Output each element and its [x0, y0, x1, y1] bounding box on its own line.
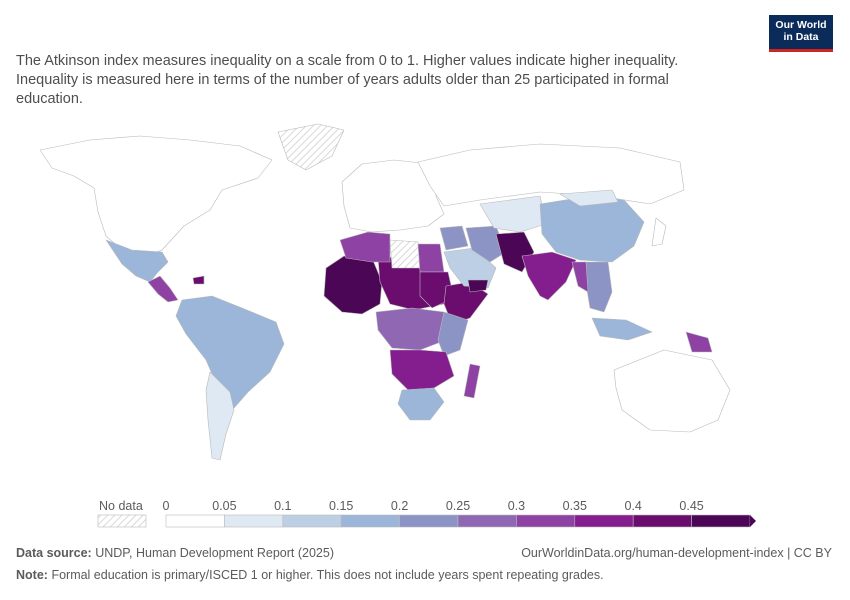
- legend-bin-8[interactable]: [632, 514, 692, 528]
- legend-tick-label: 0.35: [563, 499, 587, 513]
- region-china[interactable]: [539, 195, 645, 263]
- region-yemen[interactable]: [467, 279, 489, 293]
- region-central-america[interactable]: [147, 275, 179, 303]
- region-madagascar[interactable]: [463, 363, 481, 399]
- legend-tick-label: 0: [163, 499, 170, 513]
- region-mongolia[interactable]: [559, 189, 619, 207]
- legend-arrow: [750, 515, 756, 527]
- region-papua-new-guinea[interactable]: [685, 331, 713, 353]
- source-url-link[interactable]: OurWorldinData.org/human-development-ind…: [521, 546, 832, 560]
- legend-bin-3[interactable]: [340, 514, 400, 528]
- region-greenland[interactable]: [277, 123, 345, 171]
- data-source: Data source: UNDP, Human Development Rep…: [16, 546, 334, 560]
- region-japan[interactable]: [651, 217, 667, 247]
- legend-bin-9[interactable]: [691, 514, 751, 528]
- legend-tick-label: 0.3: [508, 499, 525, 513]
- region-australia[interactable]: [613, 349, 731, 433]
- logo-line-1: Our World: [775, 19, 827, 31]
- legend-bin-6[interactable]: [516, 514, 576, 528]
- region-egypt[interactable]: [417, 243, 445, 273]
- region-central-africa[interactable]: [375, 307, 447, 351]
- region-south-america[interactable]: [175, 295, 285, 409]
- source-text: UNDP, Human Development Report (2025): [95, 546, 334, 560]
- legend-bin-1[interactable]: [224, 514, 284, 528]
- region-southern-cone[interactable]: [205, 371, 235, 461]
- region-north-america[interactable]: [39, 135, 273, 259]
- logo-line-2: in Data: [783, 30, 819, 43]
- legend-tick-label: 0.4: [625, 499, 642, 513]
- owid-logo[interactable]: Our World in Data: [769, 15, 833, 52]
- legend-tick-label: 0.05: [212, 499, 236, 513]
- legend-bin-2[interactable]: [282, 514, 342, 528]
- region-south-africa[interactable]: [397, 387, 445, 421]
- color-legend: No data 0 0.05 0.1 0.15 0.2 0.25 0.3 0.35 0.4 0.4…: [97, 499, 756, 528]
- region-myanmar[interactable]: [571, 261, 589, 293]
- note: Note: Formal education is primary/ISCED …: [16, 568, 604, 582]
- no-data-swatch: [97, 514, 147, 528]
- legend-bin-0[interactable]: [165, 514, 225, 528]
- region-indonesia[interactable]: [591, 317, 653, 341]
- legend-tick-label: 0.45: [679, 499, 703, 513]
- region-west-africa[interactable]: [323, 255, 383, 315]
- region-east-africa[interactable]: [437, 311, 469, 357]
- legend-bin-4[interactable]: [399, 514, 459, 528]
- no-data-label: No data: [99, 499, 143, 513]
- note-label: Note:: [16, 568, 48, 582]
- region-south-asia[interactable]: [521, 251, 577, 301]
- chart-subtitle: The Atkinson index measures inequality o…: [16, 53, 679, 107]
- region-central-asia[interactable]: [479, 195, 547, 233]
- region-southeast-asia[interactable]: [583, 261, 613, 313]
- region-north-africa-west[interactable]: [339, 231, 391, 263]
- region-middle-east[interactable]: [439, 225, 469, 251]
- legend-tick-label: 0.1: [274, 499, 291, 513]
- region-russia[interactable]: [417, 143, 685, 207]
- region-haiti[interactable]: [192, 275, 205, 285]
- note-text: Formal education is primary/ISCED 1 or h…: [51, 568, 604, 582]
- region-mexico[interactable]: [105, 239, 169, 283]
- region-europe[interactable]: [341, 159, 445, 233]
- legend-tick-label: 0.15: [329, 499, 353, 513]
- legend-bin-7[interactable]: [574, 514, 634, 528]
- legend-tick-label: 0.25: [446, 499, 470, 513]
- source-label: Data source:: [16, 546, 92, 560]
- world-map: [39, 123, 731, 461]
- region-libya[interactable]: [389, 239, 421, 269]
- legend-bin-5[interactable]: [457, 514, 517, 528]
- legend-tick-label: 0.2: [391, 499, 408, 513]
- region-southern-africa-north[interactable]: [389, 349, 455, 391]
